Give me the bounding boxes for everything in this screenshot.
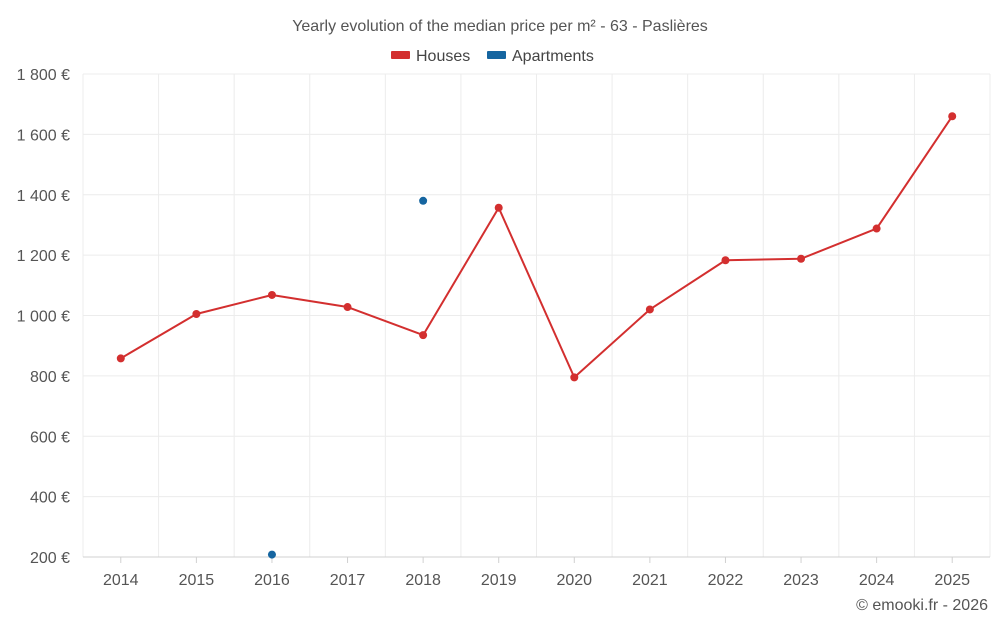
data-point-houses[interactable] <box>645 305 654 314</box>
x-tick-label: 2022 <box>708 572 744 589</box>
data-point-apartments[interactable] <box>419 196 428 205</box>
x-tick-label: 2023 <box>783 572 819 589</box>
x-tick-label: 2025 <box>934 572 970 589</box>
y-tick-label: 800 € <box>30 369 70 386</box>
y-tick-label: 200 € <box>30 550 70 567</box>
x-tick-label: 2024 <box>859 572 895 589</box>
y-tick-label: 1 000 € <box>17 309 70 326</box>
x-axis: 2014 2015 2016 2017 2018 2019 2020 2021 2022 2023… <box>83 556 990 589</box>
y-tick-label: 1 600 € <box>17 127 70 144</box>
data-point-houses[interactable] <box>797 254 806 263</box>
y-axis: 200 € 400 € 600 € 800 € 1 000 € 1 200 € 1 400 … <box>17 67 70 567</box>
series-layer <box>116 112 957 559</box>
data-point-houses[interactable] <box>570 373 579 382</box>
x-tick-label: 2021 <box>632 572 668 589</box>
grid <box>82 73 991 558</box>
y-tick-label: 600 € <box>30 429 70 446</box>
data-point-houses[interactable] <box>419 331 428 340</box>
series-line-houses <box>120 115 954 379</box>
y-tick-label: 400 € <box>30 490 70 507</box>
legend-label-houses: Houses <box>416 48 470 65</box>
legend-item-houses[interactable]: Houses <box>391 48 470 65</box>
x-tick-label: 2019 <box>481 572 517 589</box>
x-tick-label: 2017 <box>330 572 366 589</box>
footer-credit: © emooki.fr - 2026 <box>856 597 988 614</box>
x-tick-label: 2020 <box>556 572 592 589</box>
legend-label-apartments: Apartments <box>512 48 594 65</box>
data-point-houses[interactable] <box>872 224 881 233</box>
data-point-houses[interactable] <box>267 290 276 299</box>
data-point-houses[interactable] <box>343 303 352 312</box>
legend: Houses Apartments <box>391 48 594 65</box>
x-tick-label: 2016 <box>254 572 290 589</box>
data-point-houses[interactable] <box>721 256 730 265</box>
data-point-houses[interactable] <box>494 203 503 212</box>
y-tick-label: 1 200 € <box>17 248 70 265</box>
y-tick-label: 1 400 € <box>17 188 70 205</box>
data-point-apartments[interactable] <box>267 550 276 559</box>
y-tick-label: 1 800 € <box>17 67 70 84</box>
legend-swatch-houses <box>391 51 410 59</box>
legend-swatch-apartments <box>487 51 506 59</box>
x-tick-label: 2018 <box>405 572 441 589</box>
data-point-houses[interactable] <box>948 112 957 121</box>
chart-title: Yearly evolution of the median price per… <box>292 18 708 35</box>
x-tick-label: 2014 <box>103 572 139 589</box>
x-tick-label: 2015 <box>179 572 215 589</box>
data-point-houses[interactable] <box>116 354 125 363</box>
data-point-houses[interactable] <box>192 309 201 318</box>
legend-item-apartments[interactable]: Apartments <box>487 48 594 65</box>
